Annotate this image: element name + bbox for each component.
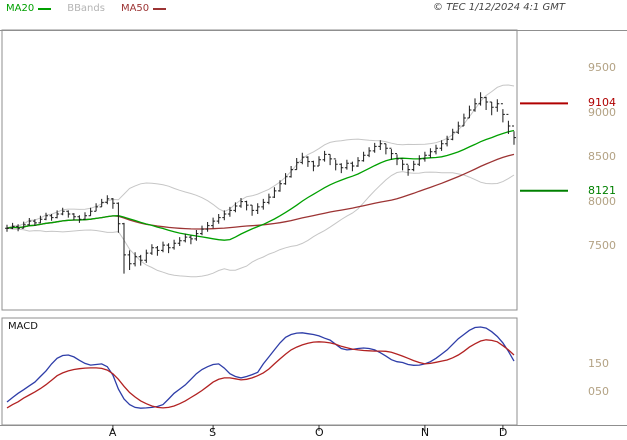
legend-item-ma50: MA50 — [120, 3, 167, 14]
bollinger-upper-line — [6, 84, 515, 229]
legend-item-ma20: MA20 — [6, 3, 52, 14]
ohlc-bars — [5, 92, 516, 274]
signal-line — [6, 339, 515, 409]
macd-axis-label: 050 — [588, 384, 609, 398]
price-axis-label: 9500 — [588, 61, 616, 75]
price-axis-label: 8000 — [588, 194, 616, 208]
month-label: O — [315, 426, 324, 439]
ma50-line-swatch-icon — [153, 7, 167, 10]
price-axis-label: 8500 — [588, 150, 616, 164]
macd-line — [6, 326, 515, 409]
legend-ma50-label: MA50 — [120, 3, 150, 14]
price-level-label: 8121 — [588, 183, 616, 197]
legend-bbands-label: BBands — [67, 3, 105, 14]
month-label: N — [420, 426, 430, 439]
month-label: D — [498, 426, 508, 439]
legend-item-bbands: BBands — [67, 3, 105, 14]
month-label: S — [209, 426, 217, 439]
legend: MA20 BBands MA50 — [6, 3, 167, 14]
bollinger-lower-line — [6, 171, 515, 278]
price-level-label: 9104 — [588, 96, 616, 110]
price-axis-label: 9000 — [588, 105, 616, 119]
month-label: A — [108, 426, 117, 439]
ma20-line — [6, 129, 515, 241]
ma50-line — [6, 153, 515, 230]
copyright-text: © TEC 1/12/2024 4:1 GMT — [433, 2, 565, 13]
macd-panel-label: MACD — [8, 321, 38, 332]
legend-ma20-label: MA20 — [6, 3, 35, 14]
macd-panel-frame — [1, 317, 518, 426]
ma20-line-swatch-icon — [38, 7, 52, 10]
macd-axis-label: 150 — [588, 356, 609, 370]
price-axis-label: 7500 — [588, 239, 616, 252]
price-panel-frame — [1, 29, 518, 311]
